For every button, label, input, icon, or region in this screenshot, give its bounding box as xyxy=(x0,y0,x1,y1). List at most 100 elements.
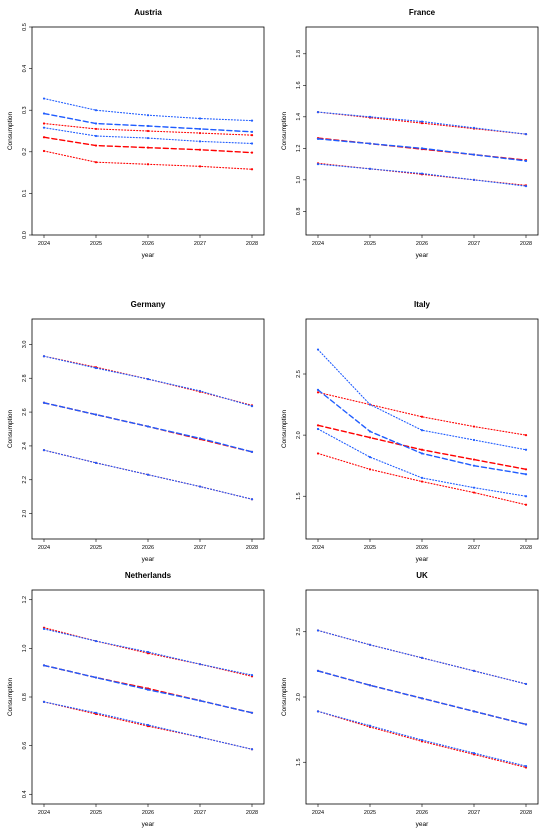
data-point xyxy=(420,656,424,659)
x-axis-label: year xyxy=(142,252,155,259)
x-tick-label: 2025 xyxy=(364,241,376,247)
data-point xyxy=(146,136,150,140)
data-point xyxy=(250,405,254,408)
x-tick-label: 2027 xyxy=(194,810,206,816)
x-axis-label: year xyxy=(416,252,429,259)
data-point xyxy=(472,178,476,181)
x-tick-label: 2028 xyxy=(520,810,532,816)
series-line xyxy=(43,449,253,500)
x-tick-label: 2024 xyxy=(312,241,324,247)
data-point xyxy=(316,629,320,632)
data-point xyxy=(42,136,46,139)
data-point xyxy=(524,185,528,188)
x-tick-label: 2024 xyxy=(38,545,50,551)
data-point xyxy=(250,142,254,145)
data-point xyxy=(524,495,528,498)
x-tick-label: 2025 xyxy=(364,545,376,551)
data-point xyxy=(420,147,424,150)
y-tick-label: 2.0 xyxy=(296,431,302,439)
data-point xyxy=(420,738,424,742)
data-point xyxy=(472,491,476,494)
data-point xyxy=(250,134,254,137)
data-point xyxy=(250,130,254,133)
panel-title: France xyxy=(409,8,436,17)
series-line xyxy=(43,98,253,122)
plot-frame xyxy=(31,589,265,805)
plot-frame xyxy=(31,318,265,540)
data-point xyxy=(42,664,46,667)
data-point xyxy=(368,403,372,406)
data-point xyxy=(94,122,98,125)
data-point xyxy=(146,688,150,691)
data-point xyxy=(42,97,46,100)
x-tick-label: 2024 xyxy=(38,241,50,247)
chart-panel: Austria 0.0 0.1 0.2 0.3 0.4 0.5 2024 2025 2026 202… xyxy=(7,8,265,259)
data-point xyxy=(94,161,98,164)
data-point xyxy=(250,450,254,453)
data-point xyxy=(420,452,424,455)
x-tick-label: 2026 xyxy=(142,810,154,816)
x-tick-label: 2028 xyxy=(520,545,532,551)
data-point xyxy=(472,126,476,129)
x-axis-label: year xyxy=(142,556,155,563)
panel-title: Italy xyxy=(414,300,431,309)
data-point xyxy=(368,436,372,439)
y-tick-label: 2.0 xyxy=(22,510,28,518)
x-axis-label: year xyxy=(142,821,155,828)
y-axis-label: Consumption xyxy=(281,409,288,448)
y-tick-label: 2.8 xyxy=(22,374,28,382)
data-point xyxy=(250,498,254,501)
data-point xyxy=(42,401,46,404)
data-point xyxy=(42,627,46,631)
data-point xyxy=(420,476,424,479)
data-point xyxy=(146,114,150,117)
data-point xyxy=(94,639,98,643)
series-line xyxy=(43,122,253,136)
data-point xyxy=(472,710,476,713)
data-point xyxy=(368,456,372,459)
data-point xyxy=(316,710,320,713)
data-point xyxy=(42,126,46,129)
y-axis-label: Consumption xyxy=(7,409,14,448)
data-point xyxy=(94,109,98,112)
data-point xyxy=(94,144,98,147)
data-point xyxy=(524,468,528,471)
chart-panel: France 0.8 1.0 1.2 1.4 1.6 1.8 2024 2025 2026 2027… xyxy=(281,8,539,259)
data-point xyxy=(472,425,476,428)
y-tick-label: 1.4 xyxy=(296,113,302,121)
x-axis-label: year xyxy=(416,821,429,828)
data-point xyxy=(524,159,528,163)
x-tick-label: 2028 xyxy=(520,241,532,247)
data-point xyxy=(524,503,528,506)
y-tick-label: 1.6 xyxy=(296,81,302,89)
y-axis-label: Consumption xyxy=(7,111,14,150)
x-tick-label: 2027 xyxy=(468,810,480,816)
series-line xyxy=(317,710,527,767)
data-point xyxy=(198,140,202,143)
x-tick-label: 2028 xyxy=(246,545,258,551)
x-tick-label: 2024 xyxy=(312,545,324,551)
chart-panel: Italy 1.5 2.0 2.5 2024 2025 2026 2027 2028 year Co… xyxy=(281,300,539,563)
y-tick-label: 1.0 xyxy=(22,645,28,653)
y-tick-label: 0.8 xyxy=(296,208,302,216)
series-line xyxy=(317,452,527,506)
x-tick-label: 2027 xyxy=(468,545,480,551)
data-point xyxy=(198,131,202,135)
data-point xyxy=(146,377,150,381)
data-point xyxy=(472,458,476,461)
series-line xyxy=(317,163,527,187)
y-tick-label: 2.6 xyxy=(22,408,28,416)
y-tick-label: 1.5 xyxy=(296,758,302,766)
y-tick-label: 0.4 xyxy=(22,65,28,73)
y-tick-label: 1.8 xyxy=(296,50,302,58)
data-point xyxy=(94,461,98,464)
panel-title: Netherlands xyxy=(125,571,172,580)
data-point xyxy=(524,473,528,476)
x-tick-label: 2028 xyxy=(246,241,258,247)
data-point xyxy=(198,117,202,120)
data-point xyxy=(146,124,150,128)
x-tick-label: 2026 xyxy=(142,241,154,247)
data-point xyxy=(198,699,202,702)
series-line xyxy=(43,355,253,406)
